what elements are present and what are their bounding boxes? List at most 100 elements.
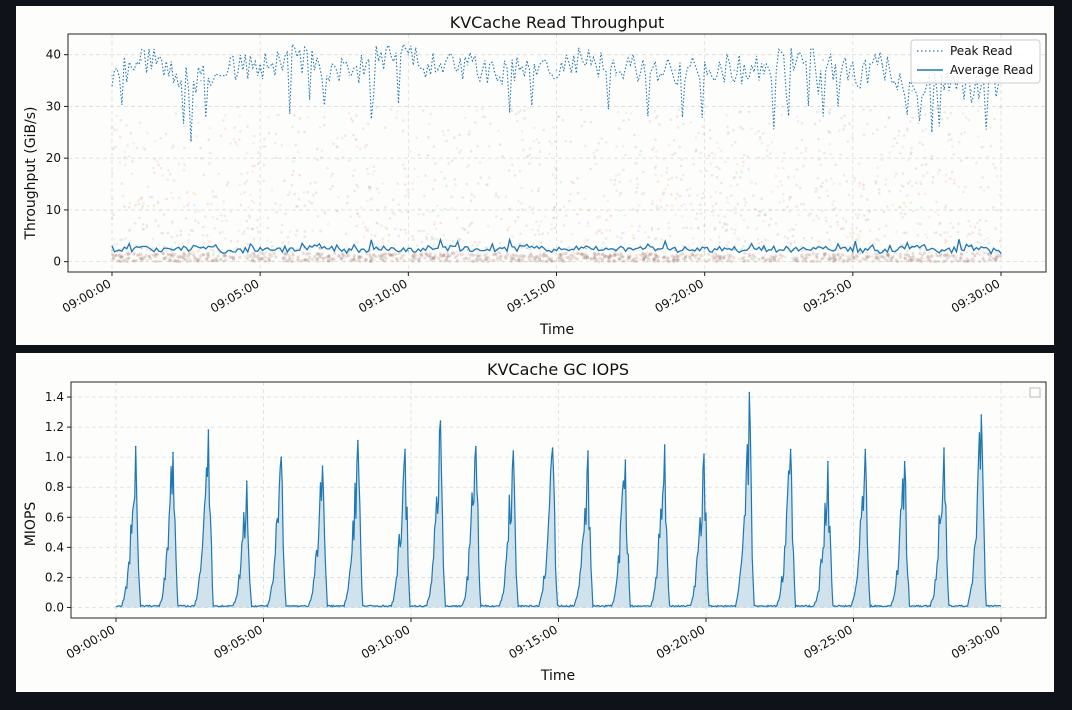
request-sample-point: [728, 258, 731, 262]
request-sample-point: [331, 257, 335, 261]
request-sample-point: [891, 144, 895, 148]
request-sample-point: [370, 233, 374, 237]
request-sample-point: [315, 191, 318, 194]
request-sample-point: [323, 210, 327, 213]
request-sample-point: [212, 253, 215, 257]
request-sample-point: [898, 205, 901, 209]
request-sample-point: [969, 258, 973, 262]
request-sample-point: [497, 250, 500, 254]
request-sample-point: [897, 134, 900, 137]
request-sample-point: [552, 216, 555, 220]
request-sample-point: [718, 220, 722, 224]
request-sample-point: [736, 183, 739, 186]
request-sample-point: [774, 222, 778, 225]
request-sample-point: [696, 212, 699, 215]
request-sample-point: [246, 256, 250, 259]
request-sample-point: [900, 184, 903, 187]
request-sample-point: [326, 254, 331, 259]
request-sample-point: [808, 253, 812, 257]
request-sample-point: [850, 254, 854, 259]
request-sample-point: [722, 256, 726, 260]
request-sample-point: [339, 256, 343, 260]
request-sample-point: [992, 256, 996, 260]
request-sample-point: [129, 239, 132, 242]
request-sample-point: [848, 257, 852, 260]
request-sample-point: [251, 170, 254, 173]
request-sample-point: [939, 233, 942, 237]
request-sample-point: [918, 251, 922, 255]
request-sample-point: [520, 202, 523, 205]
peak-read-point: [407, 53, 410, 56]
request-sample-point: [780, 184, 783, 187]
request-sample-point: [121, 194, 125, 197]
legend-peak-read: Peak Read: [950, 44, 1012, 58]
request-sample-point: [837, 257, 842, 261]
request-sample-point: [372, 253, 376, 257]
request-sample-point: [655, 237, 658, 240]
request-sample-point: [473, 121, 477, 124]
request-sample-point: [347, 159, 351, 162]
request-sample-point: [359, 147, 362, 151]
request-sample-point: [969, 224, 972, 228]
request-sample-point: [195, 257, 199, 260]
request-sample-point: [608, 253, 612, 257]
request-sample-point: [458, 133, 461, 137]
request-sample-point: [711, 257, 716, 261]
request-sample-point: [510, 109, 513, 112]
request-sample-point: [251, 164, 254, 168]
request-sample-point: [400, 251, 404, 254]
gc-iops-chart: KVCache GC IOPS Time MIOPS 0.00.20.40.60…: [23, 360, 1047, 684]
request-sample-point: [829, 108, 832, 111]
request-sample-point: [116, 128, 119, 132]
request-sample-point: [708, 128, 712, 132]
request-sample-point: [638, 204, 641, 207]
request-sample-point: [927, 257, 930, 261]
request-sample-point: [823, 253, 827, 257]
request-sample-point: [288, 258, 292, 262]
request-sample-point: [729, 209, 733, 212]
request-sample-point: [243, 191, 246, 194]
request-sample-point: [397, 203, 400, 206]
request-sample-point: [739, 214, 743, 217]
legend-box: [910, 39, 1041, 84]
request-sample-point: [391, 259, 394, 263]
request-sample-point: [763, 254, 767, 257]
request-sample-point: [140, 196, 144, 199]
request-sample-point: [207, 254, 211, 258]
request-sample-point: [718, 258, 722, 262]
request-sample-point: [915, 259, 919, 263]
request-sample-point: [409, 258, 413, 262]
request-sample-point: [252, 252, 256, 256]
request-sample-point: [496, 255, 499, 259]
request-sample-point: [742, 259, 746, 264]
request-sample-point: [485, 255, 489, 259]
request-sample-point: [291, 257, 295, 260]
request-sample-point: [681, 252, 685, 256]
request-sample-point: [652, 259, 656, 262]
request-sample-point: [175, 260, 180, 264]
y-tick-label: 1.2: [45, 420, 64, 434]
request-sample-point: [486, 225, 490, 228]
request-sample-point: [747, 110, 751, 114]
request-sample-point: [945, 256, 949, 260]
request-sample-point: [970, 257, 975, 261]
request-sample-point: [667, 260, 671, 263]
request-sample-point: [910, 147, 913, 150]
request-sample-point: [957, 259, 960, 263]
request-sample-point: [648, 120, 652, 123]
request-sample-point: [903, 231, 906, 235]
request-sample-point: [813, 260, 817, 263]
gc-iops-peak-point: [134, 445, 137, 448]
request-sample-point: [266, 257, 269, 260]
request-sample-point: [538, 150, 542, 153]
request-sample-point: [114, 253, 119, 257]
request-sample-point: [478, 241, 481, 244]
request-sample-point: [467, 258, 470, 262]
request-sample-point: [630, 259, 634, 263]
request-sample-point: [750, 127, 753, 130]
request-sample-point: [147, 254, 151, 258]
request-sample-point: [795, 259, 799, 263]
request-sample-point: [713, 226, 717, 230]
request-sample-point: [368, 186, 371, 189]
request-sample-point: [552, 206, 556, 209]
